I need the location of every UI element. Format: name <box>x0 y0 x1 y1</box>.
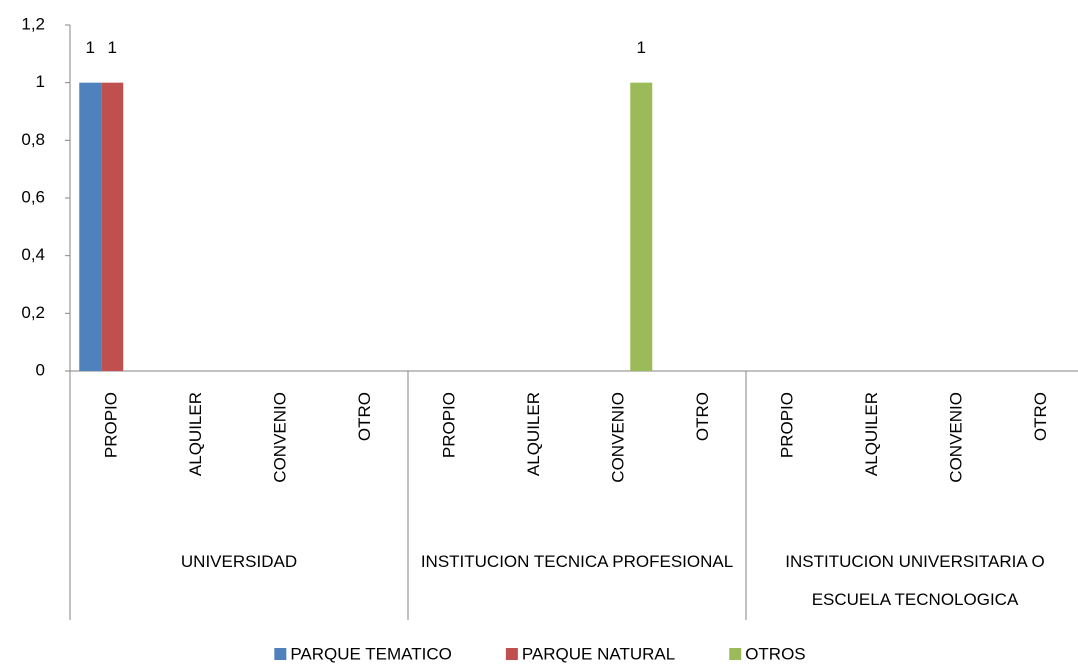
legend-swatch <box>274 648 287 660</box>
data-label: 1 <box>108 38 117 57</box>
y-tick-label: 1 <box>36 72 45 91</box>
data-label: 1 <box>86 38 95 57</box>
x-tick-label: CONVENIO <box>947 392 966 483</box>
y-tick-label: 0,6 <box>21 187 45 206</box>
x-tick-label: PROPIO <box>440 392 459 458</box>
group-label: INSTITUCION TECNICA PROFESIONAL <box>420 552 734 571</box>
x-tick-label: OTRO <box>355 392 374 441</box>
y-tick-label: 0,8 <box>21 130 45 149</box>
legend-swatch <box>505 648 518 660</box>
y-tick-label: 0,4 <box>21 245 45 264</box>
x-tick-label: OTRO <box>1031 392 1050 441</box>
legend-label: PARQUE NATURAL <box>522 644 675 663</box>
x-tick-label: PROPIO <box>778 392 797 458</box>
y-tick-label: 0 <box>36 360 45 379</box>
group-label: INSTITUCION UNIVERSITARIA O ESCUELA TECN… <box>785 552 1045 609</box>
bar <box>101 82 124 372</box>
legend-swatch <box>729 648 742 660</box>
bar <box>79 82 102 372</box>
legend-label: OTROS <box>745 644 805 663</box>
data-label: 1 <box>637 38 646 57</box>
x-tick-label: CONVENIO <box>609 392 628 483</box>
group-label: UNIVERSIDAD <box>180 552 298 571</box>
x-tick-label: ALQUILER <box>524 392 543 476</box>
y-tick-label: 1,2 <box>21 14 45 33</box>
x-tick-label: OTRO <box>693 392 712 441</box>
x-tick-label: PROPIO <box>102 392 121 458</box>
bar <box>630 82 653 372</box>
x-tick-label: ALQUILER <box>862 392 881 476</box>
y-tick-label: 0,2 <box>21 303 45 322</box>
x-tick-label: ALQUILER <box>186 392 205 476</box>
legend-label: PARQUE TEMATICO <box>290 644 452 663</box>
x-tick-label: CONVENIO <box>271 392 290 483</box>
